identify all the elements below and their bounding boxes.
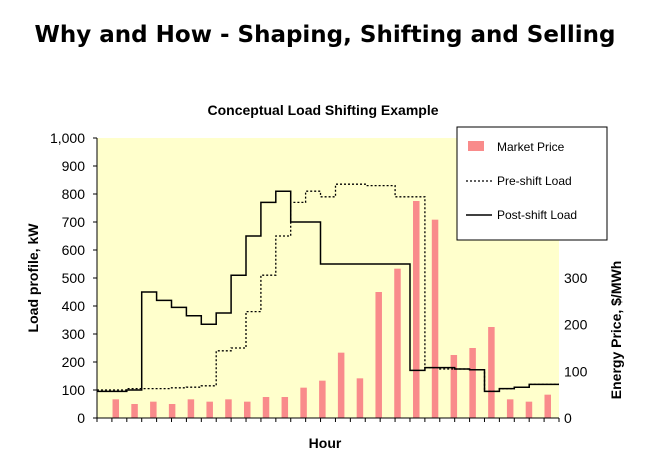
price-bar	[394, 268, 401, 418]
price-bar	[469, 348, 476, 418]
legend-label-post-shift: Post-shift Load	[497, 208, 577, 222]
price-bar	[206, 401, 213, 418]
right-tick-label: 300	[564, 270, 588, 286]
left-tick-label: 400	[62, 298, 86, 314]
price-bar	[225, 399, 232, 418]
price-bar	[356, 378, 364, 418]
legend-swatch-market-price	[468, 141, 484, 151]
price-bar	[243, 401, 251, 418]
price-bar	[187, 399, 195, 418]
price-bar	[413, 201, 420, 418]
price-bar	[131, 404, 138, 418]
price-bar	[544, 394, 551, 418]
price-bar	[488, 327, 495, 418]
price-bar	[281, 397, 289, 418]
price-bar	[300, 387, 307, 418]
chart-title: Conceptual Load Shifting Example	[207, 102, 438, 118]
left-tick-label: 1,000	[50, 130, 85, 146]
price-bar	[337, 352, 345, 418]
legend: Market Price Pre-shift Load Post-shift L…	[456, 126, 608, 241]
left-tick-label: 700	[62, 214, 86, 230]
price-bar	[168, 404, 176, 418]
price-bar	[431, 219, 439, 418]
price-bar	[506, 399, 514, 418]
slide-title: Why and How - Shaping, Shifting and Sell…	[34, 22, 616, 48]
price-bars	[112, 201, 551, 418]
left-tick-label: 800	[62, 186, 86, 202]
left-tick-label: 100	[62, 382, 86, 398]
price-bar	[112, 399, 120, 418]
right-tick-label: 100	[564, 363, 588, 379]
left-tick-label: 500	[62, 270, 86, 286]
price-bar	[450, 355, 458, 418]
left-tick-label: 600	[62, 242, 86, 258]
left-tick-label: 0	[77, 410, 85, 426]
y-axis-label-right: Energy Price, $/MWh	[608, 261, 624, 399]
right-tick-label: 200	[564, 317, 588, 333]
price-bar	[525, 401, 533, 418]
price-bar	[319, 380, 326, 418]
x-axis-label: Hour	[309, 435, 342, 451]
left-axis: 0 100 200 300 400 500 600 700 800 900 1,000	[50, 130, 560, 426]
left-tick-label: 300	[62, 326, 86, 342]
right-tick-label: 0	[564, 410, 572, 426]
price-bar	[375, 292, 382, 418]
left-tick-label: 200	[62, 354, 86, 370]
load-lines	[97, 183, 559, 393]
left-tick-label: 900	[62, 158, 86, 174]
legend-label-market-price: Market Price	[497, 140, 565, 154]
price-bar	[150, 401, 157, 418]
price-bar	[262, 397, 270, 418]
legend-label-pre-shift: Pre-shift Load	[497, 174, 572, 188]
y-axis-label-left: Load profile, kW	[25, 223, 41, 333]
post-shift-load-line	[97, 190, 559, 393]
